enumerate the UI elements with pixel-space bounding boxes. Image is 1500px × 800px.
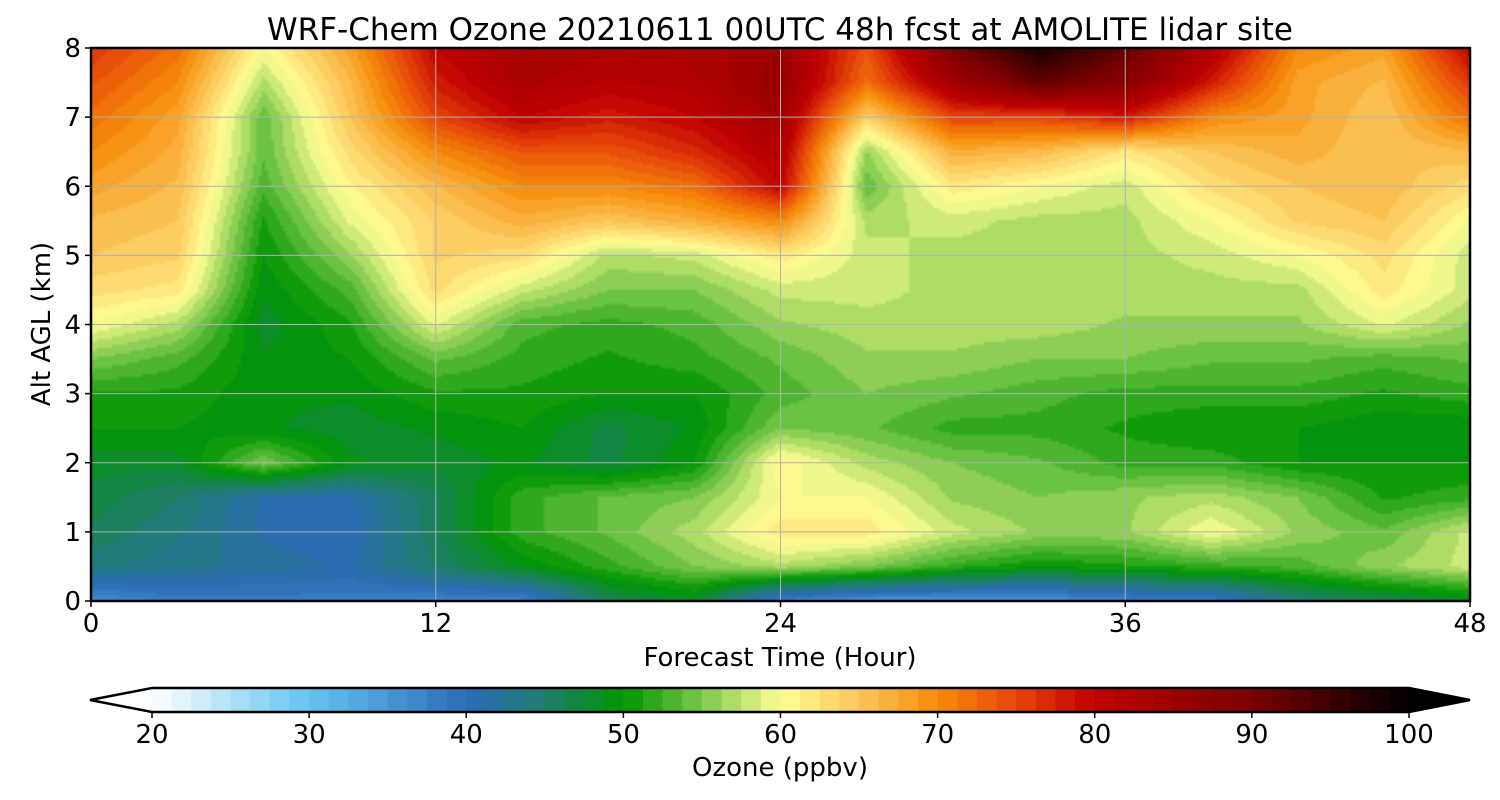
y-tick-label: 0 [64, 587, 81, 617]
colorbar-segment [309, 688, 330, 712]
colorbar-segment [387, 688, 408, 712]
colorbar-segment [859, 688, 880, 712]
x-tick-label: 48 [1453, 609, 1486, 639]
colorbar-segment [976, 688, 998, 712]
colorbar-ticks: 20 30 40 50 60 70 80 90 100 [135, 712, 1434, 750]
colorbar-segment [250, 688, 271, 712]
colorbar-segment [564, 688, 585, 712]
colorbar-segment [937, 688, 958, 712]
colorbar-segment [269, 688, 291, 712]
colorbar-segment [1389, 688, 1410, 712]
colorbar-tick-label: 90 [1235, 720, 1268, 750]
colorbar-segment [1330, 688, 1351, 712]
y-tick-label: 3 [64, 380, 81, 410]
colorbar-segment [446, 688, 467, 712]
colorbar-segment [1035, 688, 1057, 712]
colorbar-segment [996, 688, 1017, 712]
colorbar-segment [1251, 688, 1273, 712]
colorbar-tick-label: 30 [293, 720, 326, 750]
colorbar-min-extend [90, 688, 152, 712]
colorbar-segment [328, 688, 350, 712]
colorbar-segment [407, 688, 428, 712]
x-tick-label: 12 [419, 609, 452, 639]
colorbar-label: Ozone (ppbv) [692, 753, 868, 783]
chart-title: WRF-Chem Ozone 20210611 00UTC 48h fcst a… [267, 12, 1293, 48]
colorbar-segment [1310, 688, 1332, 712]
colorbar-segment [957, 688, 978, 712]
colorbar-segment [171, 688, 192, 712]
colorbar-segment [230, 688, 251, 712]
colorbar-segment [1075, 688, 1096, 712]
colorbar-tick-label: 40 [450, 720, 483, 750]
colorbar-tick-label: 50 [607, 720, 640, 750]
colorbar-segment [1016, 688, 1037, 712]
colorbar-segment [603, 688, 624, 712]
colorbar-segment [426, 688, 448, 712]
y-tick-label: 7 [64, 103, 81, 133]
y-tick-label: 2 [64, 449, 81, 479]
colorbar-segment [1134, 688, 1155, 712]
colorbar-segment [210, 688, 232, 712]
x-tick-label: 0 [83, 609, 100, 639]
colorbar-segment [1212, 688, 1233, 712]
y-axis-ticks: 0 1 2 3 4 5 6 7 8 [64, 34, 91, 617]
colorbar-max-extend [1409, 688, 1470, 712]
colorbar-segment [505, 688, 526, 712]
x-tick-label: 36 [1109, 609, 1142, 639]
colorbar-segment [1153, 688, 1174, 712]
y-axis-label: Alt AGL (km) [27, 242, 57, 406]
colorbar-segment [466, 688, 487, 712]
colorbar-segment [819, 688, 841, 712]
x-axis-ticks: 0 12 24 36 48 [83, 601, 1487, 639]
colorbar-segment [623, 688, 644, 712]
grid-lines [91, 48, 1470, 601]
colorbar-segment [721, 688, 742, 712]
colorbar [89, 686, 1471, 714]
y-tick-label: 1 [64, 518, 81, 548]
colorbar-segment [1291, 688, 1312, 712]
colorbar-segment [191, 688, 212, 712]
colorbar-segment [584, 688, 605, 712]
colorbar-segment [780, 688, 801, 712]
colorbar-segment [289, 688, 310, 712]
colorbar-segment [917, 688, 939, 712]
colorbar-segment [1055, 688, 1076, 712]
colorbar-segment [701, 688, 723, 712]
colorbar-segment [1114, 688, 1135, 712]
colorbar-segment [898, 688, 919, 712]
colorbar-segment [800, 688, 821, 712]
y-tick-label: 5 [64, 241, 81, 271]
colorbar-segment [1350, 688, 1371, 712]
colorbar-segment [1094, 688, 1115, 712]
colorbar-segment [878, 688, 899, 712]
colorbar-tick-label: 60 [764, 720, 797, 750]
y-tick-label: 8 [64, 34, 81, 64]
colorbar-segment [368, 688, 389, 712]
colorbar-segment [1173, 688, 1194, 712]
colorbar-segment [525, 688, 546, 712]
colorbar-segment [682, 688, 703, 712]
colorbar-tick-label: 70 [921, 720, 954, 750]
colorbar-segment [544, 688, 566, 712]
colorbar-segment [1271, 688, 1292, 712]
colorbar-tick-label: 80 [1078, 720, 1111, 750]
colorbar-segment [741, 688, 762, 712]
colorbar-segment [1232, 688, 1253, 712]
colorbar-segment [839, 688, 860, 712]
x-axis-label: Forecast Time (Hour) [643, 643, 916, 673]
colorbar-tick-label: 20 [135, 720, 168, 750]
x-tick-label: 24 [764, 609, 797, 639]
y-tick-label: 4 [64, 311, 81, 341]
colorbar-segment [1369, 688, 1390, 712]
colorbar-segment [662, 688, 683, 712]
colorbar-segment [643, 688, 664, 712]
colorbar-segment [348, 688, 369, 712]
colorbar-segment [152, 688, 173, 712]
colorbar-tick-label: 100 [1384, 720, 1434, 750]
colorbar-segment [485, 688, 507, 712]
y-tick-label: 6 [64, 172, 81, 202]
colorbar-segment [760, 688, 782, 712]
colorbar-segment [1192, 688, 1214, 712]
